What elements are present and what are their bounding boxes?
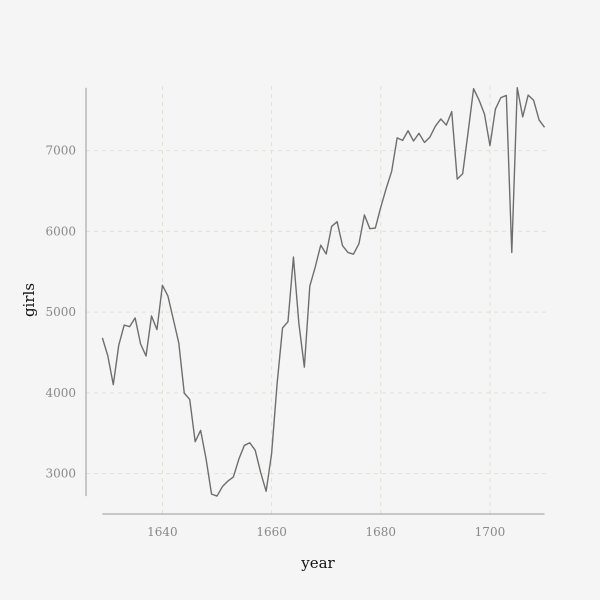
series-line-girls [101,87,546,497]
x-tick-label: 1680 [366,525,397,539]
x-tick-labels: 1640 1660 1680 1700 [147,525,505,539]
y-tick-labels: 3000 4000 5000 6000 7000 [45,144,76,481]
x-tick-label: 1660 [256,525,287,539]
y-tick-label: 6000 [45,224,76,238]
x-axis-title: year [300,554,335,572]
y-tick-label: 7000 [45,144,76,158]
grid [86,86,550,514]
y-tick-label: 5000 [45,305,76,319]
y-axis-title: girls [20,283,38,317]
y-tick-label: 4000 [45,386,76,400]
x-tick-label: 1700 [475,525,506,539]
y-tick-label: 3000 [45,467,76,481]
x-tick-label: 1640 [147,525,178,539]
